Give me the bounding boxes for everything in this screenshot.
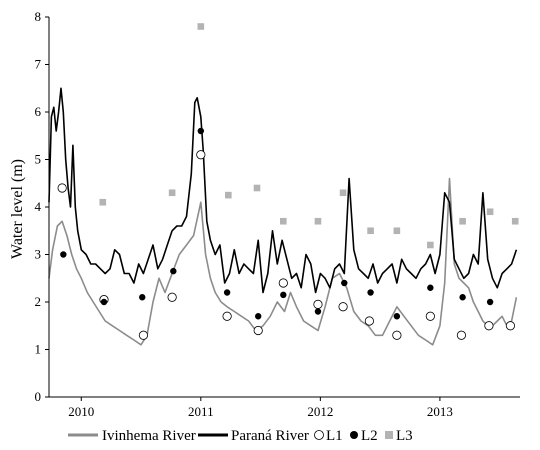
y-axis-label: Water level (m) <box>9 159 26 259</box>
point-l1 <box>505 321 516 331</box>
y-tick-label: 7 <box>35 57 42 72</box>
legend-swatch-l2 <box>350 431 358 439</box>
point-l1 <box>392 330 402 340</box>
point-l2 <box>170 267 177 275</box>
point-l1 <box>222 311 232 321</box>
plot-area: 0 1 2 3 4 5 6 7 8 2010 2011 2012 2013 <box>35 9 520 419</box>
point-l3 <box>197 23 205 30</box>
point-l3 <box>367 227 374 235</box>
x-tick-label: 2012 <box>307 404 333 419</box>
point-l3 <box>225 191 232 199</box>
y-tick-label: 6 <box>35 104 42 119</box>
legend-swatch-l3 <box>385 431 393 439</box>
x-tick-label: 2011 <box>188 404 214 419</box>
point-l1 <box>425 311 435 321</box>
point-l2 <box>280 291 287 299</box>
y-tick-label: 2 <box>35 294 42 309</box>
point-l2 <box>100 298 108 306</box>
point-l2 <box>60 251 67 258</box>
point-l2 <box>139 294 146 301</box>
point-l1 <box>167 292 177 302</box>
point-l3 <box>314 217 322 225</box>
point-l1 <box>278 278 288 288</box>
point-l3 <box>280 217 287 225</box>
point-l3 <box>486 208 494 216</box>
x-tick-label: 2010 <box>68 404 94 419</box>
series-line-ivinhema <box>48 177 518 346</box>
point-l2 <box>427 284 434 291</box>
point-l3 <box>459 217 466 225</box>
y-tick-label: 1 <box>35 342 42 357</box>
marker-layer <box>57 23 519 340</box>
legend-label-parana: Paraná River <box>231 428 309 444</box>
point-l3 <box>339 189 347 197</box>
legend-label-ivinhema: Ivinhema River <box>102 428 196 444</box>
point-l1 <box>456 330 467 340</box>
axis-layer: 0 1 2 3 4 5 6 7 8 2010 2011 2012 2013 <box>35 9 520 419</box>
legend-label-l3: L3 <box>396 428 413 444</box>
point-l2 <box>314 308 322 315</box>
legend-label-l1: L1 <box>326 428 343 444</box>
legend-swatch-l1 <box>314 430 324 440</box>
point-l1 <box>484 321 494 331</box>
point-l1 <box>196 150 206 160</box>
legend: Ivinhema River Paraná River L1 L2 L3 <box>68 428 413 444</box>
point-l1 <box>313 299 323 309</box>
point-l2 <box>393 313 401 320</box>
point-l2 <box>459 294 466 301</box>
y-tick-label: 3 <box>35 247 42 262</box>
point-l3 <box>168 189 176 197</box>
y-tick-label: 0 <box>35 389 42 404</box>
point-l2 <box>341 279 348 287</box>
series-layer <box>48 87 518 346</box>
point-l2 <box>367 289 374 296</box>
series-line-parana <box>48 87 518 294</box>
point-l1 <box>138 330 149 340</box>
point-l2 <box>486 298 494 306</box>
legend-label-l2: L2 <box>361 428 378 444</box>
y-tick-label: 8 <box>35 9 42 24</box>
point-l2 <box>197 127 205 135</box>
point-l3 <box>427 241 434 249</box>
point-l3 <box>393 227 401 235</box>
point-l3 <box>253 184 261 192</box>
y-tick-label: 4 <box>35 199 42 214</box>
point-l2 <box>255 313 262 320</box>
point-l3 <box>511 217 519 225</box>
y-tick-label: 5 <box>35 152 42 167</box>
point-l3 <box>99 198 107 206</box>
point-l2 <box>223 289 231 296</box>
point-l1 <box>338 302 348 312</box>
point-l1 <box>364 316 374 326</box>
x-tick-label: 2013 <box>427 404 453 419</box>
point-l1 <box>253 325 263 336</box>
point-l1 <box>57 183 67 193</box>
